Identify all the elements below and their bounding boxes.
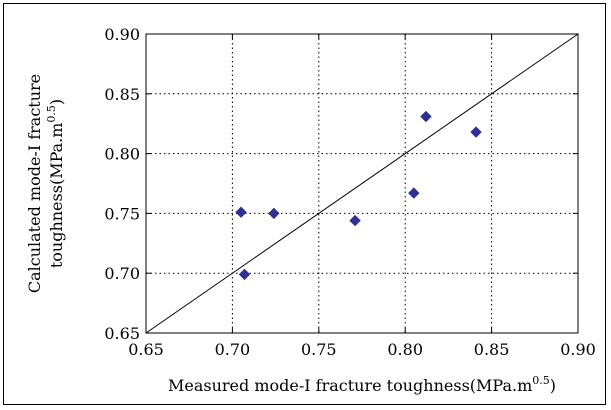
y-axis-title-line1: Calculated mode-I fracture [25,74,44,293]
y-axis-title-line2-text: toughness(MPa.m [47,123,66,269]
x-tick-label: 0.85 [474,340,510,359]
y-tick-label: 0.70 [104,264,140,283]
y-axis-title-line2-close: ) [47,99,66,105]
y-axis-title: Calculated mode-I fracture toughness(MPa… [25,74,66,293]
y-tick-label: 0.65 [104,324,140,343]
data-point [238,268,251,281]
x-tick-label: 0.70 [215,340,251,359]
y-tick-label: 0.80 [104,145,140,164]
y-tick-label: 0.90 [104,25,140,44]
data-point [470,126,482,138]
x-axis-title-text: Measured mode-I fracture toughness(MPa.m [168,376,532,395]
data-point [420,110,432,123]
x-axis-title-close: ) [550,376,556,395]
data-points [235,110,482,281]
chart-frame [3,3,606,405]
y-tick-label: 0.85 [104,85,140,104]
x-tick-label: 0.65 [128,340,164,359]
data-point [268,207,280,220]
grid-lines [146,34,578,333]
x-axis-title: Measured mode-I fracture toughness(MPa.m… [168,374,556,395]
y-axis-title-line2-sup: 0.5 [45,105,58,123]
x-tick-label: 0.75 [301,340,337,359]
y-axis-title-line2: toughness(MPa.m0.5) [45,99,66,268]
reference-line [145,33,579,334]
data-point [408,187,420,199]
y-tick-label: 0.75 [104,204,140,223]
plot-area [145,33,579,334]
data-point [235,206,247,218]
x-tick-label: 0.90 [560,340,596,359]
x-tick-label: 0.80 [387,340,423,359]
x-axis-title-sup: 0.5 [532,374,550,387]
data-point [349,214,361,227]
